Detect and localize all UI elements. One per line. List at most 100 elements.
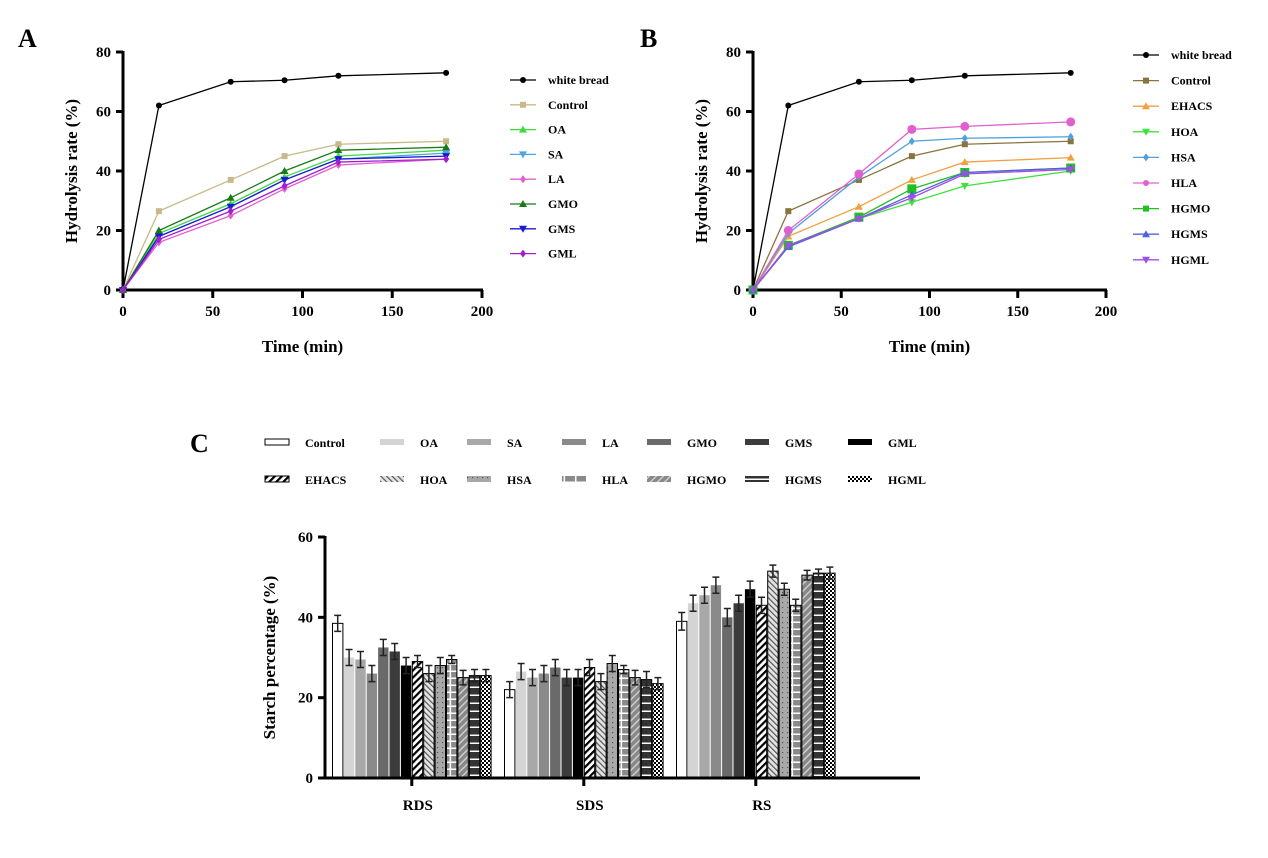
panel-label-b: B: [640, 24, 657, 53]
error-bar: [792, 598, 800, 613]
legend-label: HSA: [507, 473, 532, 487]
error-bar: [631, 669, 639, 686]
legend-marker: [1142, 230, 1150, 238]
legend-item: HGML: [1133, 253, 1209, 267]
legend-label: OA: [420, 436, 438, 450]
legend-item: Control: [510, 98, 588, 112]
data-point: [280, 176, 289, 184]
legend-item: HGML: [848, 473, 926, 487]
y-tick-label: 60: [96, 105, 111, 121]
bar: [378, 647, 389, 778]
bar: [767, 570, 779, 779]
series-hgmo: [748, 163, 1076, 295]
legend-item: HGMO: [1133, 202, 1210, 216]
bar: [755, 604, 768, 779]
legend-swatch: [264, 475, 290, 483]
legend-item: OA: [510, 123, 566, 137]
bar: [572, 677, 584, 778]
y-tick-label: 40: [96, 164, 111, 180]
legend-item: Control: [264, 436, 345, 450]
legend-swatch: [380, 439, 404, 445]
legend-label: GML: [888, 436, 917, 450]
series-line: [752, 121, 1071, 291]
data-point: [227, 207, 234, 216]
bar-series-la: [366, 576, 722, 778]
series-line: [752, 168, 1071, 291]
legend-item: HOA: [1133, 125, 1199, 139]
bar: [550, 667, 561, 778]
error-bar: [436, 656, 444, 675]
bar: [527, 677, 538, 778]
legend-swatch: [647, 439, 671, 445]
bar: [480, 675, 492, 779]
chart-b-hydrolysis: 0 20 40 60 80 0 50 100 150 200 Time (min) Hydrolysi…: [692, 45, 1232, 356]
data-point: [960, 182, 969, 190]
legend-label: HGMO: [1171, 202, 1210, 216]
data-point: [1067, 138, 1074, 145]
data-point: [854, 202, 863, 210]
error-bar: [334, 614, 342, 633]
error-bar: [586, 658, 593, 677]
series-line: [752, 136, 1071, 291]
error-bar: [448, 654, 456, 665]
legend-marker: [519, 151, 527, 159]
bar: [629, 677, 641, 779]
data-point: [907, 199, 916, 207]
data-point: [960, 158, 969, 166]
data-point: [1066, 153, 1075, 161]
bar: [618, 669, 630, 779]
legend-marker: [1143, 153, 1149, 162]
x-tick-label: 100: [918, 304, 941, 320]
error-bar: [597, 672, 605, 691]
legend-item: EHACS: [1133, 99, 1213, 113]
bar: [332, 622, 344, 779]
legend-label: HOA: [420, 473, 448, 487]
error-bar: [471, 668, 478, 683]
data-point: [227, 176, 234, 183]
error-bar: [608, 654, 616, 673]
error-bar: [563, 668, 571, 687]
legend-item: HSA: [467, 473, 532, 487]
legend-item: white bread: [510, 73, 609, 87]
series-line: [122, 149, 447, 291]
error-bar: [540, 664, 548, 683]
error-bar: [574, 668, 582, 687]
series-gml: [120, 155, 450, 294]
bar: [468, 675, 481, 779]
data-point: [281, 181, 288, 190]
legend-label: Control: [305, 436, 345, 450]
error-bar: [357, 650, 364, 669]
bar: [640, 679, 653, 779]
legend-item: white bread: [1133, 48, 1232, 62]
legend-label: OA: [548, 123, 566, 137]
error-bar: [391, 642, 399, 661]
legend-swatch: [264, 438, 290, 446]
data-point: [281, 153, 288, 160]
data-point: [785, 102, 792, 109]
bar: [676, 620, 688, 779]
bar: [423, 673, 435, 779]
series-line: [122, 158, 447, 291]
legend-item: HLA: [562, 473, 628, 487]
y-tick-label: 20: [726, 224, 741, 240]
legend-label: LA: [548, 172, 565, 186]
legend-swatch: [745, 439, 769, 445]
legend-label: white bread: [1171, 48, 1232, 62]
y-tick-label: 80: [726, 45, 741, 61]
y-tick-label: 20: [96, 224, 111, 240]
bar-series-gmo: [378, 607, 733, 778]
error-bar: [815, 568, 822, 578]
legend-item: GMS: [510, 222, 576, 236]
x-tick-label: 150: [1007, 304, 1030, 320]
data-point: [120, 286, 126, 294]
legend-marker: [520, 175, 526, 184]
legend-label: SA: [548, 147, 564, 161]
legend-item: GML: [510, 247, 577, 261]
legend-label: HOA: [1171, 125, 1199, 139]
bar: [778, 588, 790, 779]
legend-marker: [520, 101, 526, 108]
y-tick-label: 40: [298, 610, 313, 626]
bar-series-hgmo: [457, 569, 813, 779]
data-point: [335, 158, 342, 167]
